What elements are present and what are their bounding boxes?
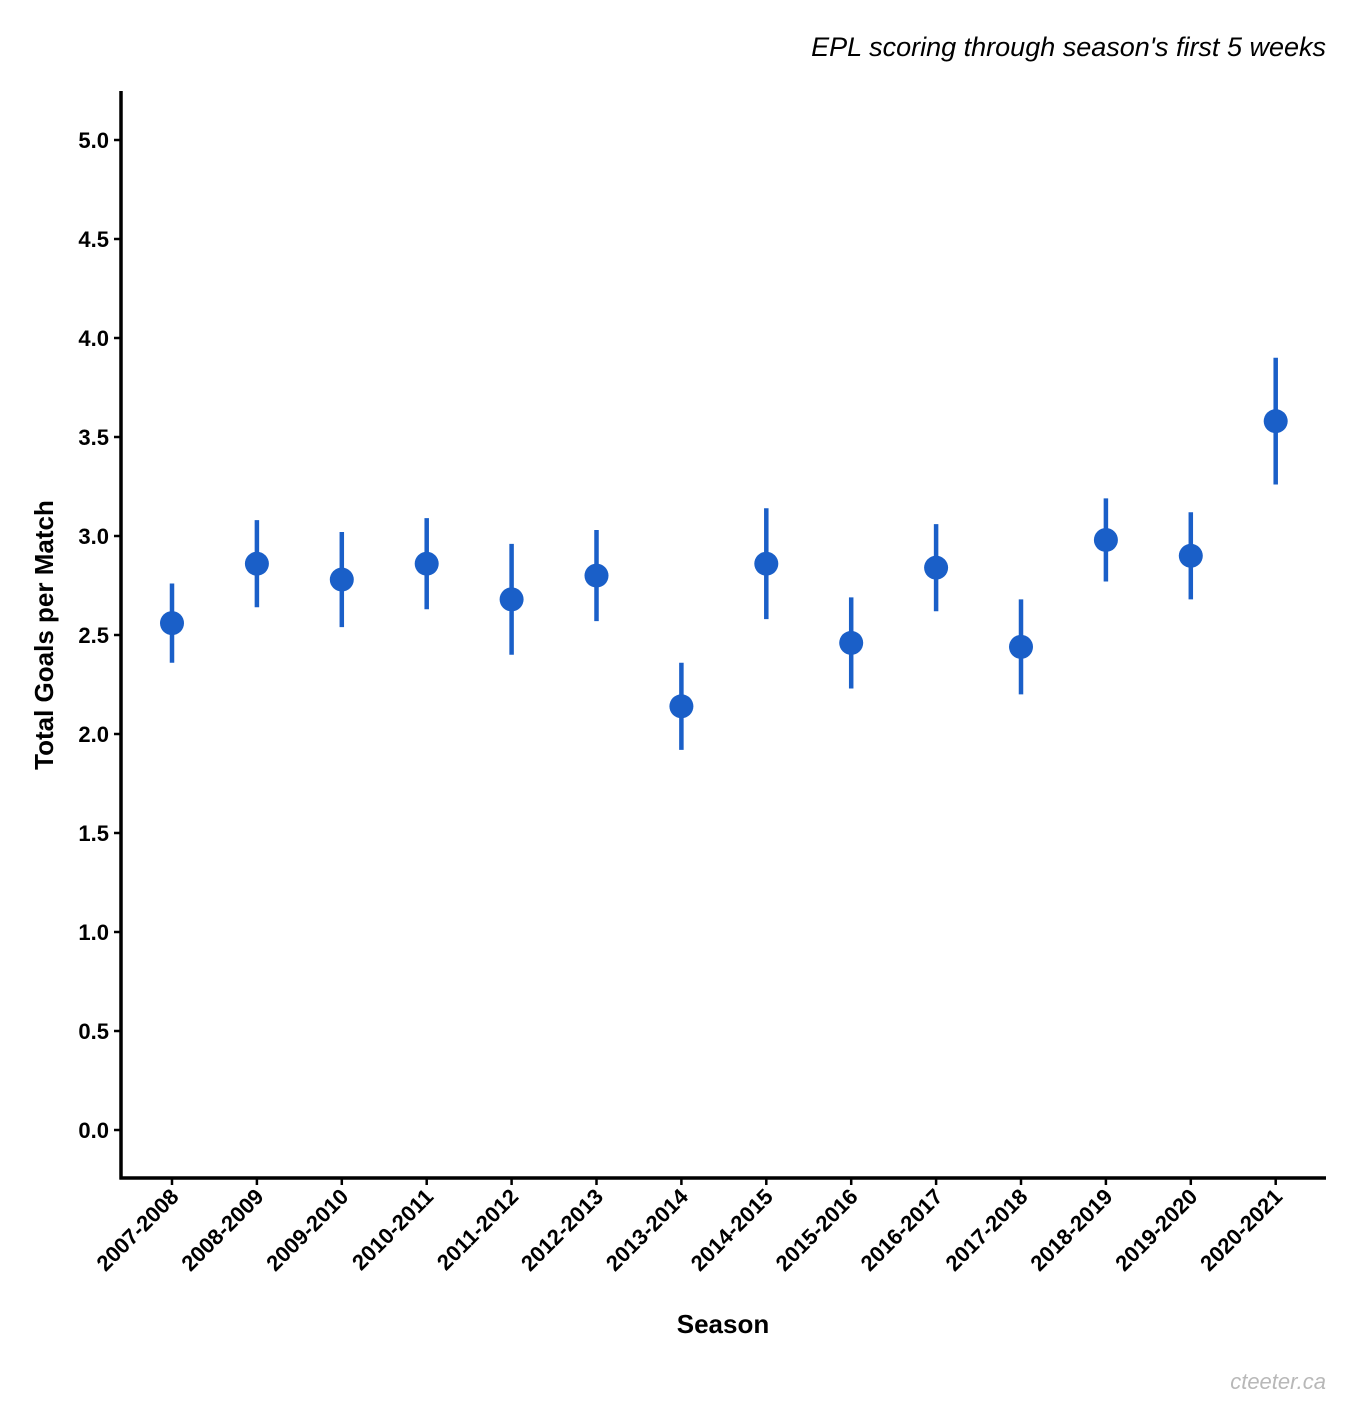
x-axis: 2007-20082008-20092009-20102010-20112011… [91, 1176, 1326, 1276]
data-point-2009-2010 [329, 567, 354, 592]
x-tick-label: 2016-2017 [856, 1184, 948, 1276]
data-point-2014-2015 [754, 551, 779, 576]
x-tick-label: 2010-2011 [347, 1184, 438, 1275]
y-tick-label: 3.0 [78, 524, 109, 549]
data-point-2017-2018 [1009, 634, 1033, 659]
credit-text: cteeter.ca [1230, 1369, 1326, 1394]
y-tick-label: 5.0 [78, 128, 109, 153]
x-tick-label: 2008-2009 [176, 1184, 268, 1276]
x-tick-label: 2009-2010 [261, 1184, 353, 1276]
data-point-2018-2019 [1093, 527, 1118, 552]
data-point-2013-2014 [669, 694, 694, 719]
x-tick-label: 2014-2015 [686, 1184, 778, 1276]
y-axis-label: Total Goals per Match [29, 500, 59, 770]
y-tick-label: 2.0 [78, 722, 109, 747]
x-tick-label: 2011-2012 [432, 1184, 523, 1275]
data-point-2015-2016 [839, 630, 864, 655]
series-points [160, 357, 1288, 750]
data-point-2019-2020 [1178, 543, 1203, 568]
data-point-2007-2008 [160, 611, 184, 636]
data-point-2011-2012 [499, 587, 524, 612]
data-point-2010-2011 [414, 551, 439, 576]
x-tick-label: 2015-2016 [771, 1184, 863, 1276]
x-tick-label: 2007-2008 [91, 1184, 183, 1276]
y-axis: 0.0 0.5 1.0 1.5 2.0 2.5 3.0 3.5 4.0 4.5 5.0 [78, 91, 123, 1180]
x-tick-label: 2013-2014 [601, 1183, 694, 1276]
x-tick-label: 2012-2013 [516, 1184, 608, 1276]
x-tick-label: 2019-2020 [1110, 1184, 1202, 1276]
y-tick-label: 4.0 [78, 326, 109, 351]
data-point-2012-2013 [584, 563, 609, 588]
y-tick-label: 0.5 [78, 1019, 109, 1044]
y-tick-label: 3.5 [78, 425, 109, 450]
chart-title: EPL scoring through season's first 5 wee… [811, 32, 1326, 62]
x-axis-label: Season [677, 1309, 770, 1339]
y-tick-label: 0.0 [78, 1118, 109, 1143]
y-tick-label: 1.5 [78, 821, 109, 846]
data-point-2008-2009 [244, 551, 269, 576]
y-tick-label: 2.5 [78, 623, 109, 648]
y-tick-label: 1.0 [78, 920, 109, 945]
data-point-2020-2021 [1263, 409, 1288, 434]
x-tick-label: 2017-2018 [940, 1184, 1032, 1276]
x-tick-label: 2018-2019 [1025, 1184, 1117, 1276]
x-tick-label: 2020-2021 [1195, 1184, 1287, 1276]
data-point-2016-2017 [924, 555, 949, 580]
y-tick-label: 4.5 [78, 227, 109, 252]
